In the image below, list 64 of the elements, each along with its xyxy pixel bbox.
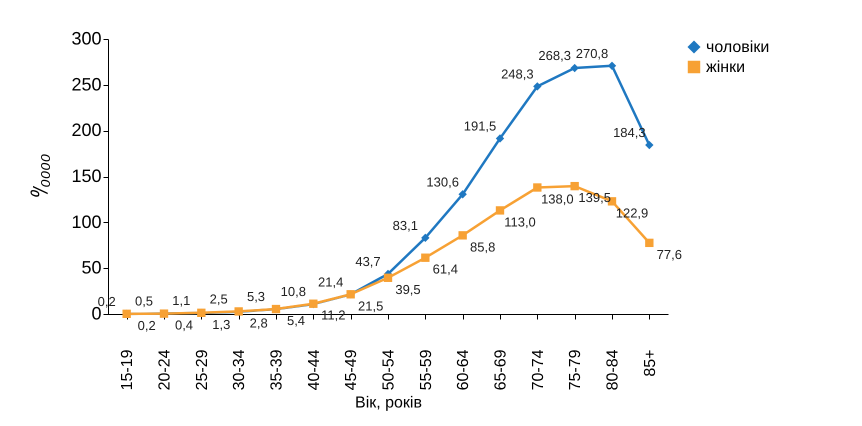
x-tick-label: 60-64 [455,349,472,390]
data-label: 248,3 [501,66,534,82]
point [645,238,654,248]
x-tick-label: 15-19 [119,349,136,390]
data-label: 268,3 [538,48,571,64]
data-label: 0,5 [134,294,154,309]
data-label: 77,6 [656,246,682,262]
data-label: 5,3 [246,289,266,304]
point [421,254,430,262]
data-label: 130,6 [426,174,459,190]
y-axis-title: ⁰/₀₀₀₀ [29,154,52,200]
point [496,134,504,143]
data-label: 5,4 [286,313,306,328]
x-tick-label: 55-59 [418,349,435,390]
data-label: 2,8 [250,315,268,330]
x-tick-label: 25-29 [194,349,211,390]
point [570,64,579,72]
x-tick-label: 35-39 [268,349,286,390]
data-label: 113,0 [504,214,536,230]
x-tick-label: 75-79 [567,349,584,390]
data-label: 83,1 [392,218,418,233]
data-label: 43,7 [355,254,381,269]
data-label: 1,3 [212,316,230,332]
data-label: 138,0 [541,192,574,206]
y-tick-label: 50 [81,258,102,278]
x-tick-label: 45-49 [343,349,360,390]
x-tick-label: 40-44 [306,349,323,390]
y-tick-label: 300 [71,28,102,48]
x-tick-label: 85+ [642,350,659,377]
data-label: 2,5 [210,292,228,307]
point [384,274,392,282]
point [608,62,616,70]
data-label: 0,4 [174,318,194,333]
data-label: 61,4 [432,262,458,277]
y-tick-label: 250 [71,74,102,94]
data-label: 39,5 [395,282,421,297]
data-label: 270,8 [576,46,608,61]
point [458,231,467,240]
legend-label: жінки [706,59,746,76]
data-label: 21,5 [358,298,384,314]
legend-label: чоловіки [706,39,770,56]
data-label: 85,8 [470,239,496,254]
point [533,82,542,91]
data-label: 0,2 [138,318,156,333]
y-tick-label: 100 [71,212,102,232]
data-label: 21,4 [318,274,344,290]
point [570,182,579,190]
data-label: 191,5 [464,118,496,134]
x-tick-label: 50-54 [380,349,398,390]
point [645,140,654,150]
x-tick-label: 70-74 [530,349,547,390]
point [533,183,542,192]
data-label: 10,8 [280,284,306,300]
x-tick-label: 20-24 [156,349,174,390]
x-tick-label: 65-69 [492,349,510,390]
y-tick-label: 200 [71,120,102,140]
x-axis-title: Вік, років [355,394,422,412]
y-tick-label: 150 [71,166,102,186]
x-tick-label: 30-34 [231,349,248,390]
x-tick-label: 80-84 [604,349,622,390]
point [421,234,430,242]
point [458,190,467,198]
data-label: 1,1 [172,292,190,308]
point [496,206,504,215]
